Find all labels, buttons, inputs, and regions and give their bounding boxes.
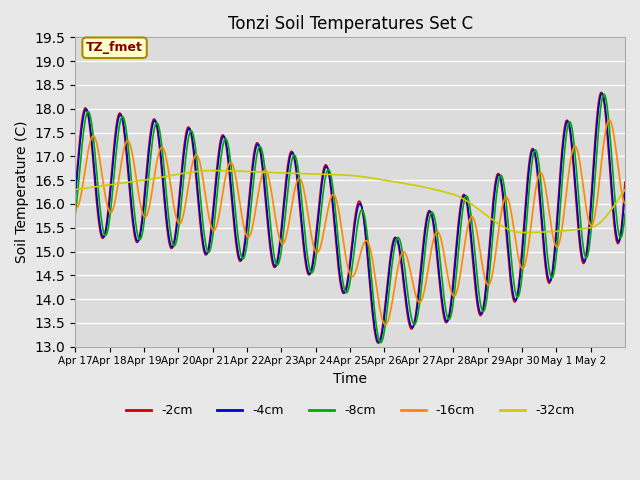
X-axis label: Time: Time [333, 372, 367, 386]
Title: Tonzi Soil Temperatures Set C: Tonzi Soil Temperatures Set C [227, 15, 472, 33]
Y-axis label: Soil Temperature (C): Soil Temperature (C) [15, 121, 29, 263]
Text: TZ_fmet: TZ_fmet [86, 41, 143, 54]
Legend: -2cm, -4cm, -8cm, -16cm, -32cm: -2cm, -4cm, -8cm, -16cm, -32cm [121, 399, 579, 422]
